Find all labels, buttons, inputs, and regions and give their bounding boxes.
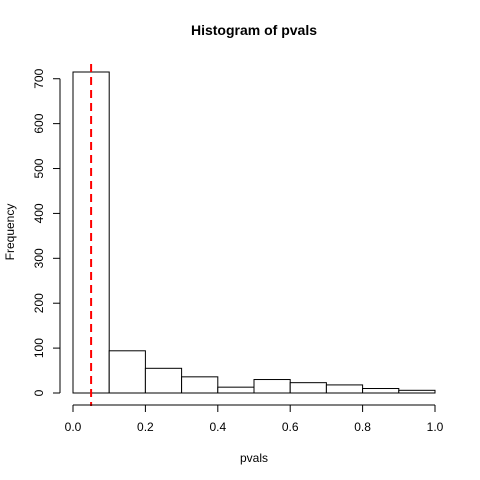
histogram-bar-6 [253,379,291,394]
histogram-bar-7 [289,382,327,394]
histogram-bar-4 [181,376,219,394]
y-axis-label: Frequency [3,204,17,261]
x-tick-label: 0.2 [137,420,154,434]
y-tick-label: 700 [32,68,46,88]
x-tick-label: 0.4 [209,420,226,434]
y-tick-label: 0 [32,389,46,396]
x-tick-label: 0.6 [282,420,299,434]
x-axis-label: pvals [240,451,268,465]
x-axis: 0.0 0.2 0.4 0.6 0.8 1.0 [65,404,444,434]
histogram-bar-3 [144,367,183,394]
y-tick-label: 500 [32,158,46,178]
histogram-bar-2 [108,350,146,394]
x-tick-label: 0.8 [354,420,371,434]
y-tick-label: 200 [32,293,46,313]
y-axis: 0 100 200 300 400 500 600 700 [32,68,61,396]
histogram-bar-5 [217,386,255,394]
histogram-bar-9 [362,388,400,394]
y-tick-label: 100 [32,338,46,358]
x-tick-label: 0.0 [65,420,82,434]
x-tick-label: 1.0 [427,420,444,434]
bars-group [72,71,436,394]
chart-title: Histogram of pvals [191,22,317,38]
histogram-bar-10 [398,389,436,394]
y-tick-label: 400 [32,203,46,223]
y-tick-label: 300 [32,248,46,268]
histogram-bar-8 [325,384,364,394]
y-tick-label: 600 [32,113,46,133]
